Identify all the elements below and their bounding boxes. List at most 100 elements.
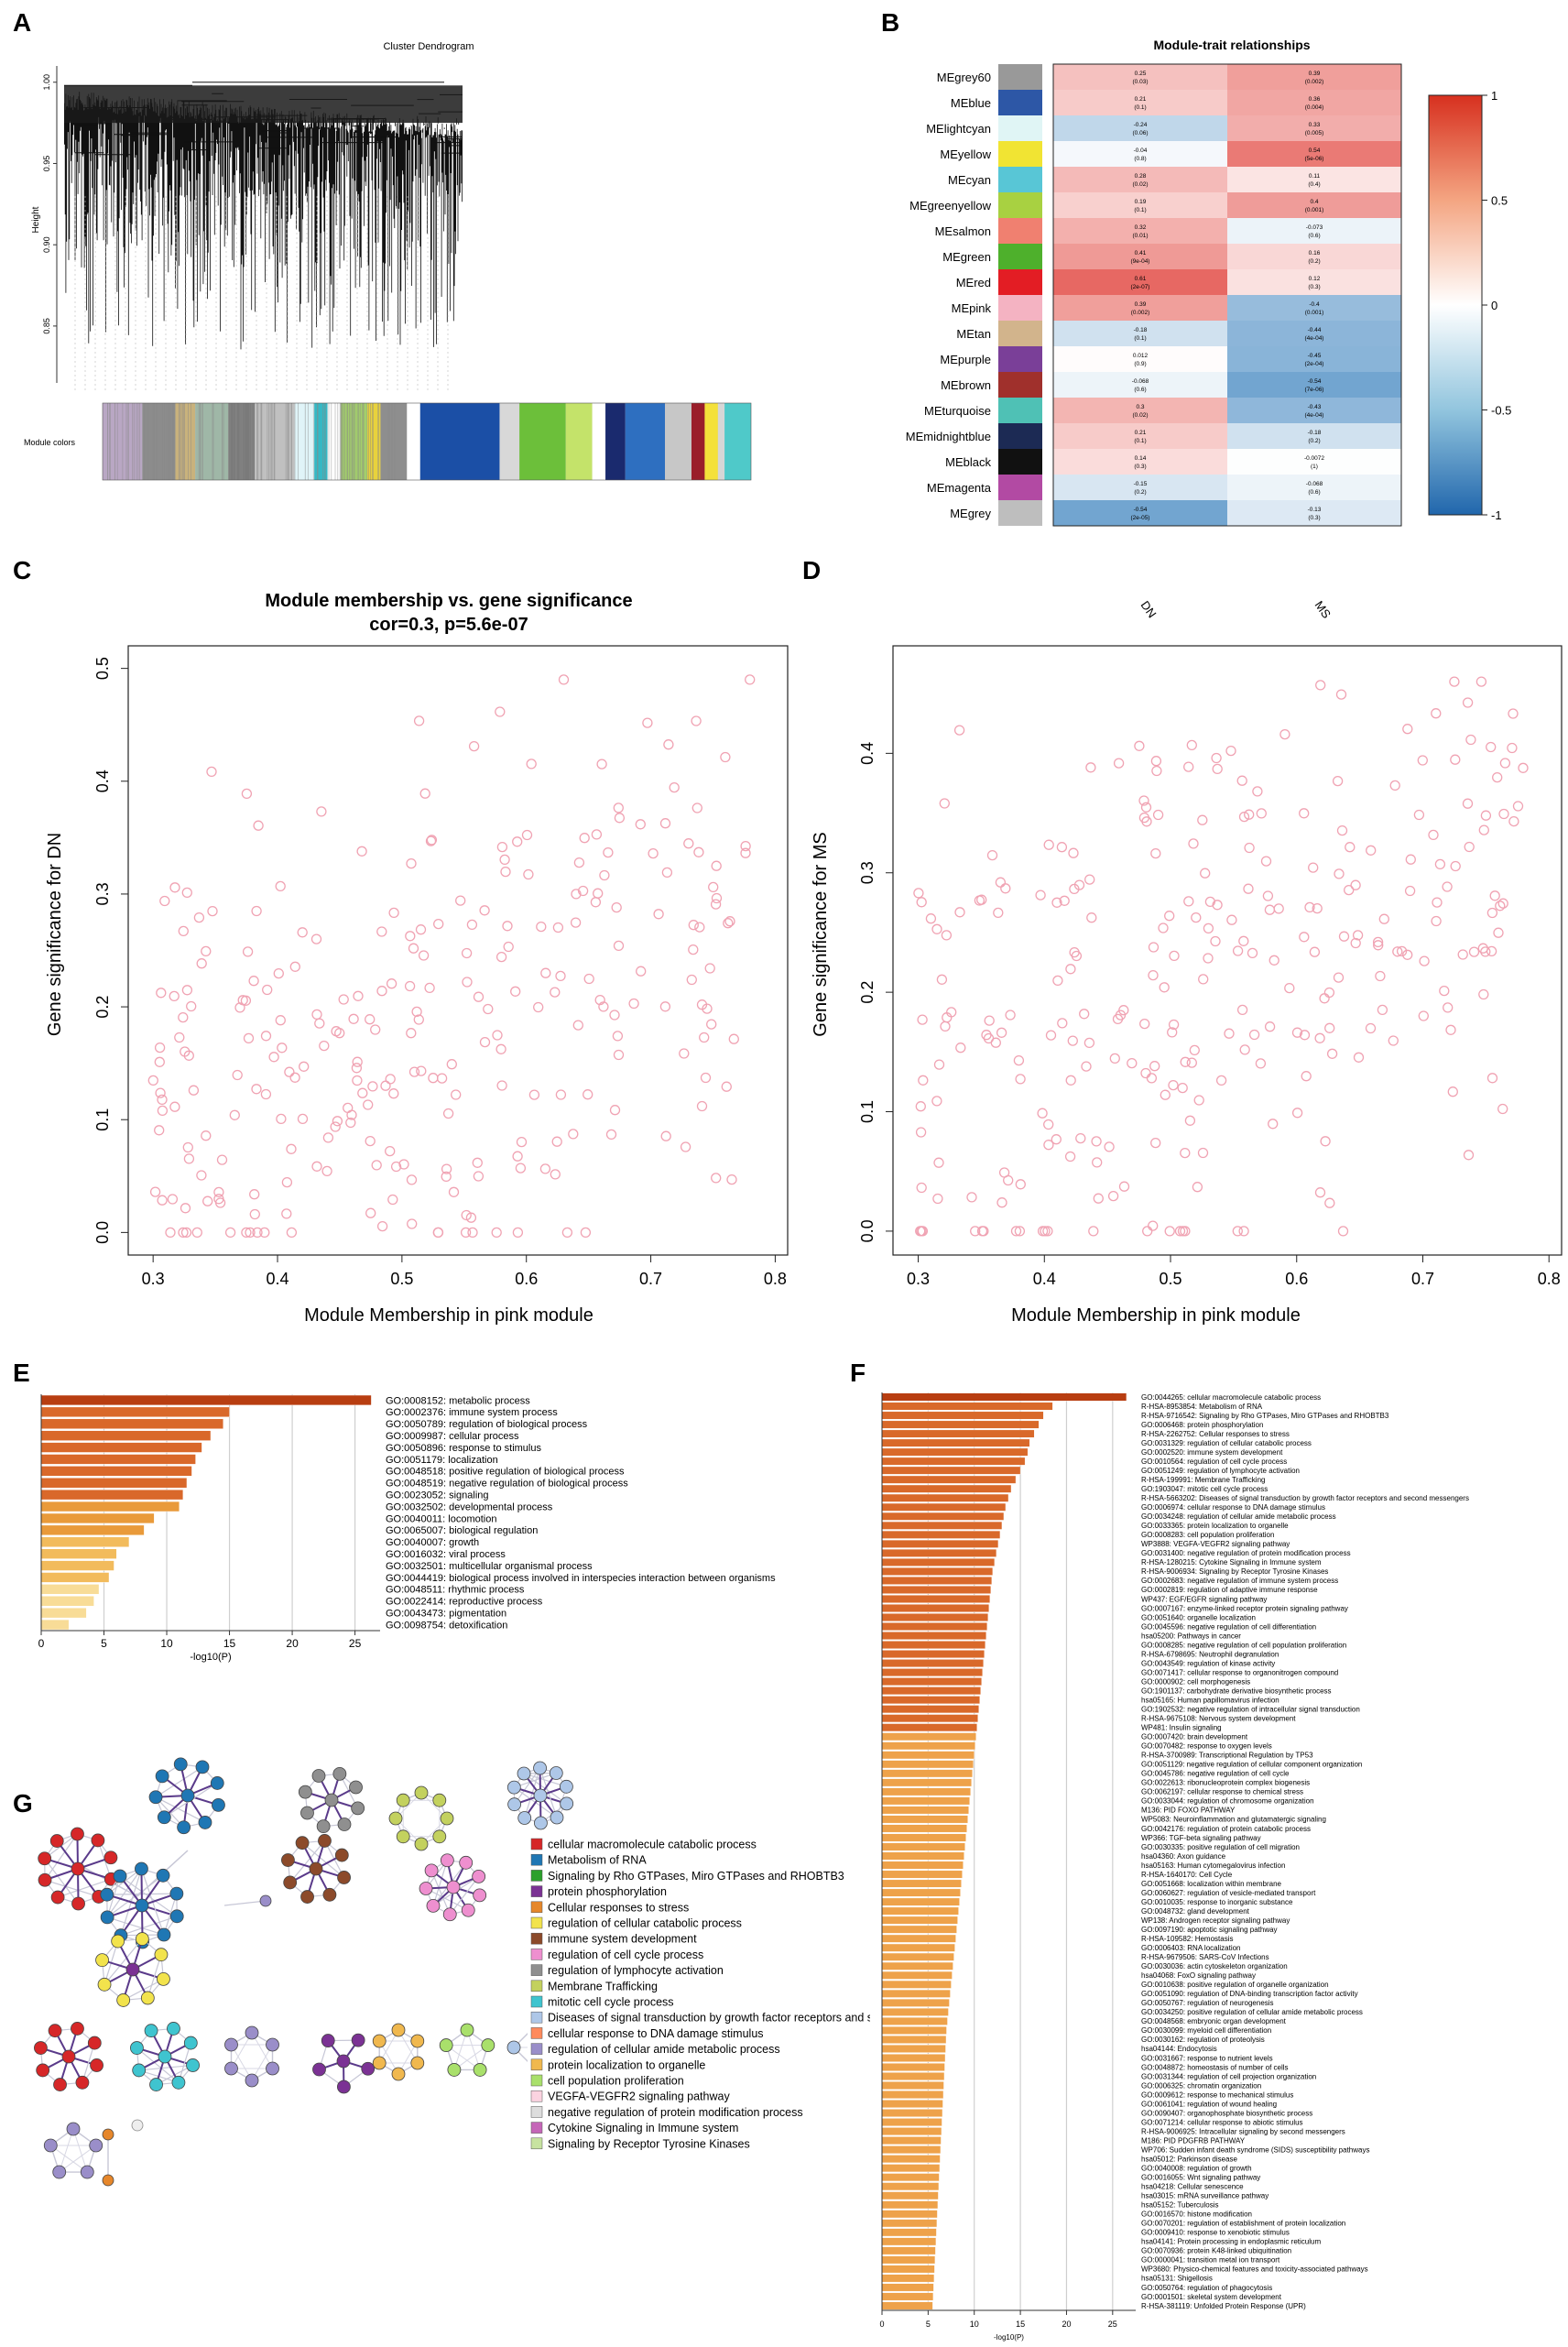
bar [881,1861,964,1870]
bar-label: WP5083: Neuroinflammation and glutamater… [1141,1816,1326,1824]
bar [881,2274,935,2283]
bar [40,1560,114,1571]
scatter-point [699,1032,710,1043]
heatmap-cell-value: -0.068 [1132,378,1149,385]
network-edge [155,1766,203,1798]
bar-label: GO:0031400: negative regulation of prote… [1141,1549,1351,1557]
scatter-frame [127,645,789,1256]
bar-label: WP3680: Physico-chemical features and to… [1141,2265,1368,2274]
bar [881,1613,989,1621]
scatter-point [275,1015,286,1026]
bar [881,2045,946,2053]
scatter-point [1269,955,1279,966]
heatmap-cell-pvalue: (0.4) [1308,181,1320,188]
scatter-point [1193,1095,1204,1106]
network-node [410,2034,425,2048]
scatter-point [461,1209,472,1221]
network-node [560,1796,574,1811]
heatmap-cell-pvalue: (0.9) [1134,361,1146,367]
heatmap-cell-pvalue: (7e-06) [1305,387,1324,393]
bar [881,2200,939,2210]
scatter-point [583,973,594,985]
scatter-point [314,1018,325,1029]
network-node [71,1827,84,1841]
module-color-block [142,403,176,480]
bar [881,2283,934,2292]
bar-label: GO:0006325: chromatin organization [1141,2081,1261,2090]
scatter-point [995,877,1007,888]
scatter-point [1079,1009,1090,1020]
bar-label: R-HSA-381119: Unfolded Protein Response … [1141,2302,1306,2310]
bar [881,1475,1017,1484]
scatter-point [157,1195,168,1206]
module-color-block [294,403,315,480]
scatter-point [229,1109,240,1120]
scatter-point [386,978,397,989]
scatter-c-xlabel: Module Membership in pink module [304,1305,593,1326]
bar-x-tick-label: 0 [38,1637,45,1650]
scatter-point [1392,946,1403,957]
bar-label: hsa04218: Cellular senescence [1141,2183,1244,2191]
scatter-point [1192,1182,1203,1193]
bar-label: M136: PID FOXO PATHWAY [1141,1807,1236,1815]
network-edge [425,1887,469,1911]
module-name: MEbrown [941,378,991,392]
scatter-point [1498,808,1509,820]
scatter-point [483,1003,494,1015]
scatter-point [635,819,646,830]
scatter-point [370,1024,381,1035]
network-node [506,1780,521,1795]
bar-label: GO:0043473: pigmentation [386,1609,506,1620]
scatter-point [1069,883,1080,895]
bar-label: GO:0006468: protein phosphorylation [1141,1421,1263,1429]
scatter-point [1268,1119,1279,1130]
module-name: MEyellow [940,147,991,161]
scatter-point [1402,724,1413,735]
network-node [533,1788,548,1803]
heatmap-cell [1053,500,1227,526]
network-node [167,2022,180,2036]
scatter-point [1236,1004,1248,1016]
bar [881,1714,978,1723]
scatter-point [516,1136,528,1148]
bar [881,2182,940,2191]
network-legend-swatch [530,1901,543,1914]
scatter-point [512,836,523,847]
bar [40,1596,94,1607]
bar-label: GO:0031344: regulation of cell projectio… [1141,2072,1316,2080]
bar-label: GO:0006403: RNA localization [1141,1944,1241,1952]
scatter-point [931,923,942,934]
scatter-point [573,857,585,868]
bar [881,1833,966,1842]
scatter-point [661,867,673,879]
bar [881,1677,982,1687]
scatter-y-tick-label: 0.1 [93,1108,112,1131]
bar-label: WP366: TGF-beta signaling pathway [1141,1834,1261,1842]
bar [881,1548,997,1557]
scatter-point [1139,1018,1150,1030]
network-edge [466,2029,481,2070]
scatter-point [1291,1027,1303,1038]
scatter-point [594,994,605,1006]
scatter-point [406,857,417,869]
scatter-point [1238,811,1250,823]
bar-label: hsa05200: Pathways in cancer [1141,1632,1241,1640]
heatmap-cell [1227,449,1401,475]
bar [881,2292,934,2301]
scatter-point [154,1125,165,1136]
module-swatch [998,141,1042,167]
module-color-block [175,403,196,480]
scatter-point [376,1220,388,1232]
scatter-point [338,994,349,1005]
scatter-point [970,1226,981,1237]
scatter-point [1010,1226,1022,1237]
heatmap-cell [1227,141,1401,167]
scatter-point [1396,945,1408,957]
scatter-point [1215,1075,1227,1086]
scatter-point [1478,824,1489,835]
network-edge [106,1916,165,1936]
scatter-x-tick-label: 0.7 [639,1270,662,1288]
network-node [446,1880,461,1894]
scatter-point [1168,1019,1180,1031]
scatter-x-tick-label: 0.4 [1033,1270,1056,1288]
